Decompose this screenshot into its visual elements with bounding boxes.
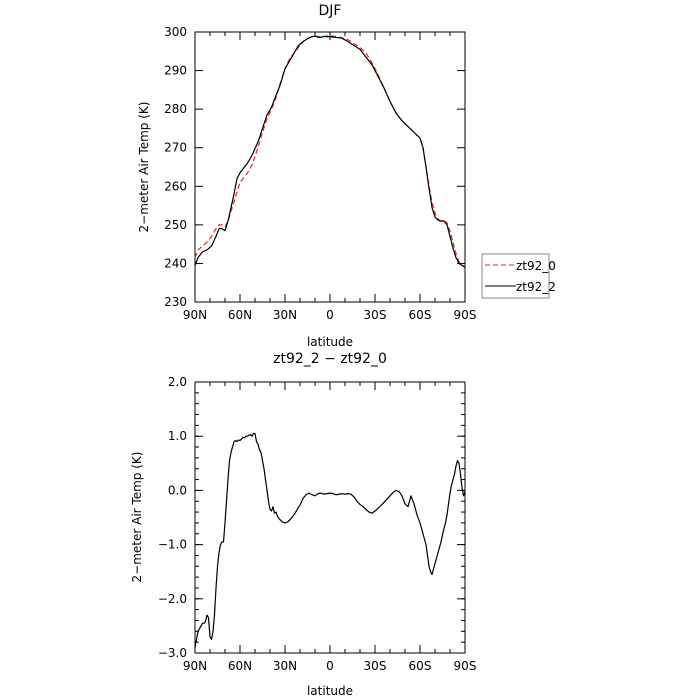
- top-y-tick-label: 300: [164, 25, 187, 39]
- bottom-x-tick-label: 90S: [454, 659, 477, 673]
- bottom-panel: zt92_2 − zt92_0 90N 60N 30N 0 30S 60S 90S −3.0 −…: [130, 351, 476, 698]
- top-x-tick-label: 90N: [183, 308, 207, 322]
- bottom-y-tick-label: −1.0: [158, 538, 187, 552]
- top-panel: DJF 90N 60N 30N 0 30S 60S 90S 230 240 250 260 270 28…: [137, 3, 556, 349]
- bottom-series-line-series-0: [194, 432, 466, 648]
- top-x-tick-label: 90S: [454, 308, 477, 322]
- bottom-x-tick-label: 60S: [409, 659, 432, 673]
- top-y-tick-label: 290: [164, 64, 187, 78]
- top-plot-frame: [194, 31, 466, 303]
- bottom-x-tick-label: 30S: [364, 659, 387, 673]
- bottom-y-tick-label: −2.0: [158, 592, 187, 606]
- bottom-chart-title: zt92_2 − zt92_0: [273, 351, 387, 367]
- top-chart-title: DJF: [319, 3, 342, 19]
- legend: zt92_0 zt92_2: [481, 253, 556, 299]
- bottom-y-tick-label: −3.0: [158, 646, 187, 660]
- bottom-x-tick-label: 60N: [228, 659, 252, 673]
- top-series-line-zt92_0: [194, 35, 466, 268]
- legend-label-zt92-2: zt92_2: [516, 280, 556, 294]
- bottom-x-axis-label: latitude: [307, 684, 353, 698]
- bottom-x-tick-label: 30N: [273, 659, 297, 673]
- top-x-tick-label: 30N: [273, 308, 297, 322]
- legend-label-zt92-0: zt92_0: [516, 259, 556, 273]
- bottom-y-axis-label: 2−meter Air Temp (K): [130, 452, 144, 583]
- top-y-tick-label: 250: [164, 218, 187, 232]
- bottom-y-tick-label: 2.0: [168, 375, 187, 389]
- bottom-y-tick-label: 0.0: [168, 483, 187, 497]
- bottom-plot-frame: [194, 381, 466, 654]
- top-y-tick-label: 230: [164, 295, 187, 309]
- top-y-tick-label: 240: [164, 256, 187, 270]
- top-y-tick-label: 270: [164, 141, 187, 155]
- top-x-axis-label: latitude: [307, 335, 353, 349]
- top-y-tick-label: 260: [164, 179, 187, 193]
- top-x-tick-label: 60S: [409, 308, 432, 322]
- bottom-x-tick-label: 0: [326, 659, 334, 673]
- top-y-axis-label: 2−meter Air Temp (K): [137, 102, 151, 233]
- top-series-line-zt92_2: [194, 35, 466, 268]
- top-x-tick-label: 30S: [364, 308, 387, 322]
- legend-box: [481, 253, 550, 299]
- top-x-tick-label: 0: [326, 308, 334, 322]
- top-x-tick-label: 60N: [228, 308, 252, 322]
- bottom-y-tick-label: 1.0: [168, 429, 187, 443]
- top-y-tick-label: 280: [164, 102, 187, 116]
- bottom-x-tick-label: 90N: [183, 659, 207, 673]
